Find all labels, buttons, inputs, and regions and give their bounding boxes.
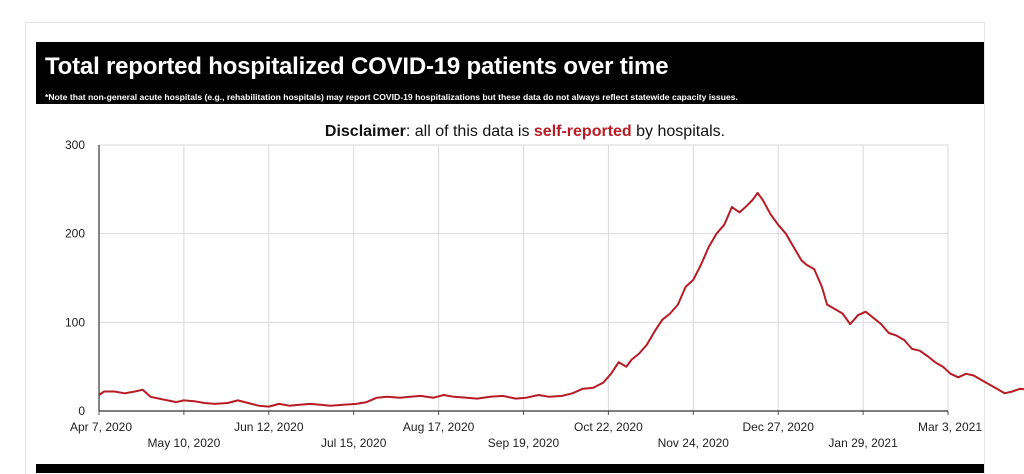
x-tick-label-bottom: Nov 24, 2020 <box>658 436 730 450</box>
y-tick-label: 200 <box>65 227 85 241</box>
hospitalized-series-line <box>98 191 1024 408</box>
x-tick-label-bottom: Jan 29, 2021 <box>828 436 898 450</box>
footer-bar <box>36 464 984 473</box>
x-tick-label-bottom: Sep 19, 2020 <box>488 436 560 450</box>
x-tick-label-bottom: May 10, 2020 <box>148 436 221 450</box>
chart-note: *Note that non-general acute hospitals (… <box>45 92 738 102</box>
x-tick-label-top: Aug 17, 2020 <box>403 420 475 434</box>
x-tick-label-bottom: Jul 15, 2020 <box>321 436 387 450</box>
x-tick-label-top: Mar 3, 2021 <box>918 420 982 434</box>
y-tick-label: 0 <box>78 404 85 418</box>
x-tick-label-top: Oct 22, 2020 <box>574 420 643 434</box>
x-tick-label-top: Apr 7, 2020 <box>70 420 132 434</box>
disclaimer-text: Disclaimer: all of this data is self-rep… <box>0 123 1024 141</box>
disclaimer-lead: Disclaimer <box>324 123 406 140</box>
y-tick-label: 300 <box>65 138 85 152</box>
y-tick-label: 100 <box>65 315 85 329</box>
disclaimer-text2: by hospitals. <box>631 123 726 140</box>
x-tick-label-top: Jun 12, 2020 <box>234 420 304 434</box>
x-tick-label-top: Dec 27, 2020 <box>743 420 815 434</box>
chart-title: Total reported hospitalized COVID-19 pat… <box>45 53 669 80</box>
disclaimer-highlight: self-reported <box>533 123 632 140</box>
disclaimer-text1: : all of this data is <box>405 123 534 140</box>
chart-header: Total reported hospitalized COVID-19 pat… <box>36 42 984 104</box>
